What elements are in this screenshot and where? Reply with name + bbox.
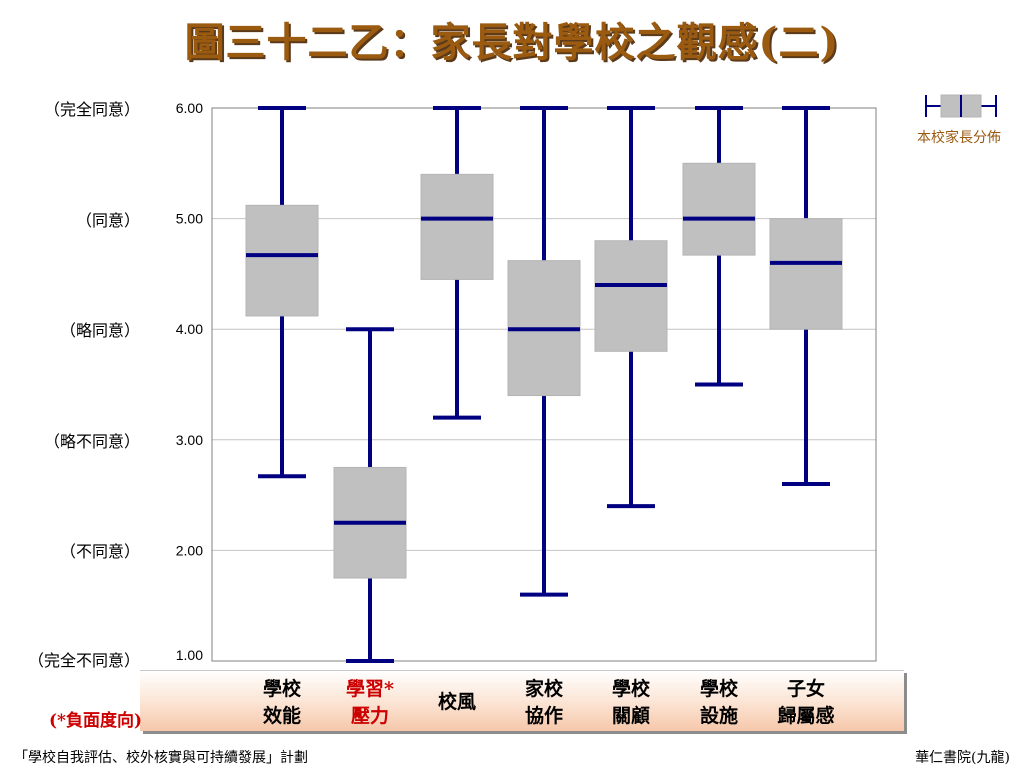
box-plot-item [420,106,494,420]
box-plot-item [333,327,407,663]
box-plot-item [507,106,581,597]
y-tick-label: 5.00 [176,211,203,227]
y-tick-label: 4.00 [176,321,203,337]
scale-label: （完全不同意） [27,651,140,670]
category-label: 學校 設施 [699,678,738,727]
scale-label: （略同意） [59,321,140,341]
interquartile-box [245,204,319,317]
category-label: 校風 [437,691,476,713]
y-tick-label: 1.00 [176,647,203,663]
scale-label: （略不同意） [43,431,140,451]
page-title: 圖三十二乙：家長對學校之觀感(二) [184,19,840,66]
box-plot-item [769,106,843,487]
footer-left: 「學校自我評估、校外核實與可持續發展」計劃 [14,750,308,766]
category-label: 子女 歸屬感 [777,678,835,727]
legend-label: 本校家長分佈 [917,130,1001,146]
footer-right: 華仁書院(九龍) [915,750,1010,766]
category-band [140,670,904,731]
scale-label: （不同意） [59,542,140,562]
category-label: 學習* 壓力 [346,678,394,727]
negative-dimension-note: (*負面度向) [49,711,142,731]
category-label: 學校 效能 [262,678,301,727]
y-tick-label: 2.00 [176,542,203,558]
scale-label: （同意） [75,210,140,230]
scale-label: （完全同意） [43,100,140,119]
interquartile-box [682,162,756,256]
interquartile-box [420,173,494,280]
legend [925,94,997,118]
box-plot-item [245,106,319,479]
y-tick-label: 3.00 [176,432,203,448]
category-label: 學校 關顧 [611,678,650,727]
box-plot-item [682,106,756,387]
category-label: 家校 協作 [524,678,563,727]
box-plot-item [594,106,668,509]
interquartile-box [594,240,668,352]
interquartile-box [769,218,843,330]
y-tick-label: 6.00 [176,100,203,116]
